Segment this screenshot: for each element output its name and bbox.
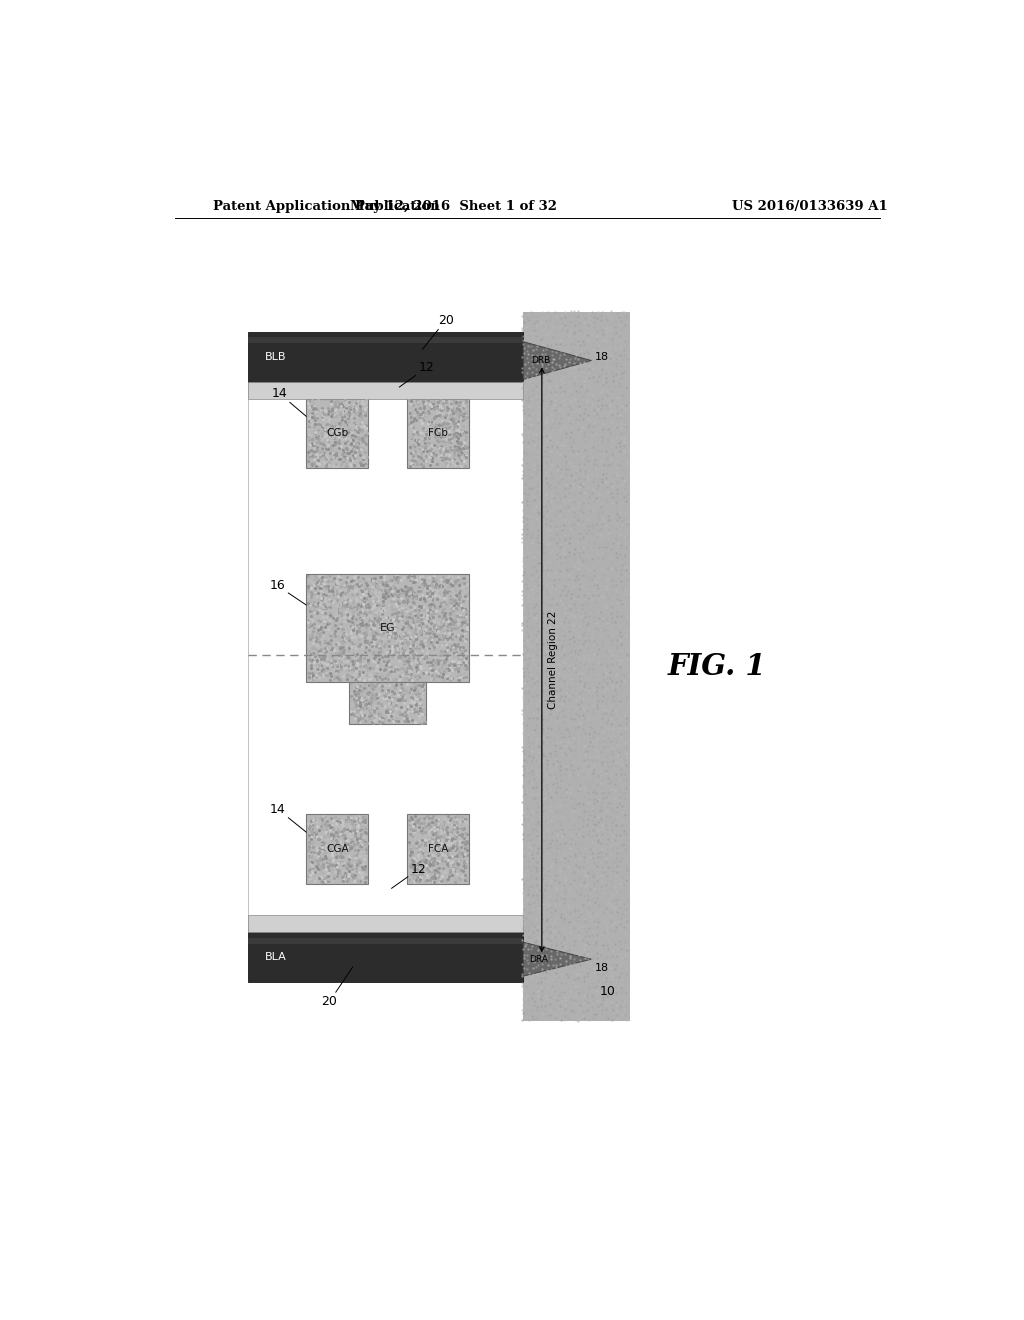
Text: BLB: BLB bbox=[265, 351, 287, 362]
Text: CGA: CGA bbox=[326, 843, 348, 854]
Bar bbox=[248, 381, 523, 399]
Text: 18: 18 bbox=[595, 964, 608, 973]
Polygon shape bbox=[523, 342, 592, 379]
Bar bbox=[248, 915, 523, 932]
Text: 14: 14 bbox=[269, 803, 306, 832]
Bar bbox=[349, 682, 426, 725]
Bar bbox=[523, 313, 630, 1020]
Bar bbox=[306, 399, 369, 469]
Text: 16: 16 bbox=[269, 579, 306, 605]
Text: Patent Application Publication: Patent Application Publication bbox=[213, 199, 440, 213]
Text: CGb: CGb bbox=[327, 428, 348, 438]
Bar bbox=[248, 937, 523, 944]
Text: 18: 18 bbox=[595, 351, 608, 362]
Bar bbox=[306, 814, 369, 884]
Text: FIG. 1: FIG. 1 bbox=[668, 652, 766, 681]
Bar bbox=[407, 399, 469, 469]
Text: US 2016/0133639 A1: US 2016/0133639 A1 bbox=[732, 199, 888, 213]
Text: DRA: DRA bbox=[529, 954, 548, 964]
Text: 14: 14 bbox=[271, 387, 306, 416]
Text: May 12, 2016  Sheet 1 of 32: May 12, 2016 Sheet 1 of 32 bbox=[350, 199, 557, 213]
Text: BLA: BLA bbox=[265, 952, 287, 962]
Bar bbox=[248, 337, 523, 343]
Text: FCA: FCA bbox=[428, 843, 449, 854]
Text: FCb: FCb bbox=[428, 428, 447, 438]
Bar bbox=[248, 932, 523, 982]
Text: 12: 12 bbox=[391, 862, 427, 888]
Bar bbox=[248, 381, 523, 932]
Text: DRB: DRB bbox=[531, 356, 550, 366]
Text: 10: 10 bbox=[599, 985, 615, 998]
Bar bbox=[407, 814, 469, 884]
Bar bbox=[248, 331, 523, 381]
Text: 20: 20 bbox=[322, 966, 352, 1008]
Text: EG: EG bbox=[380, 623, 395, 634]
Text: 12: 12 bbox=[399, 362, 434, 387]
Text: Channel Region 22: Channel Region 22 bbox=[548, 611, 558, 709]
Polygon shape bbox=[523, 942, 592, 977]
Text: 20: 20 bbox=[423, 314, 454, 350]
Bar bbox=[306, 574, 469, 682]
